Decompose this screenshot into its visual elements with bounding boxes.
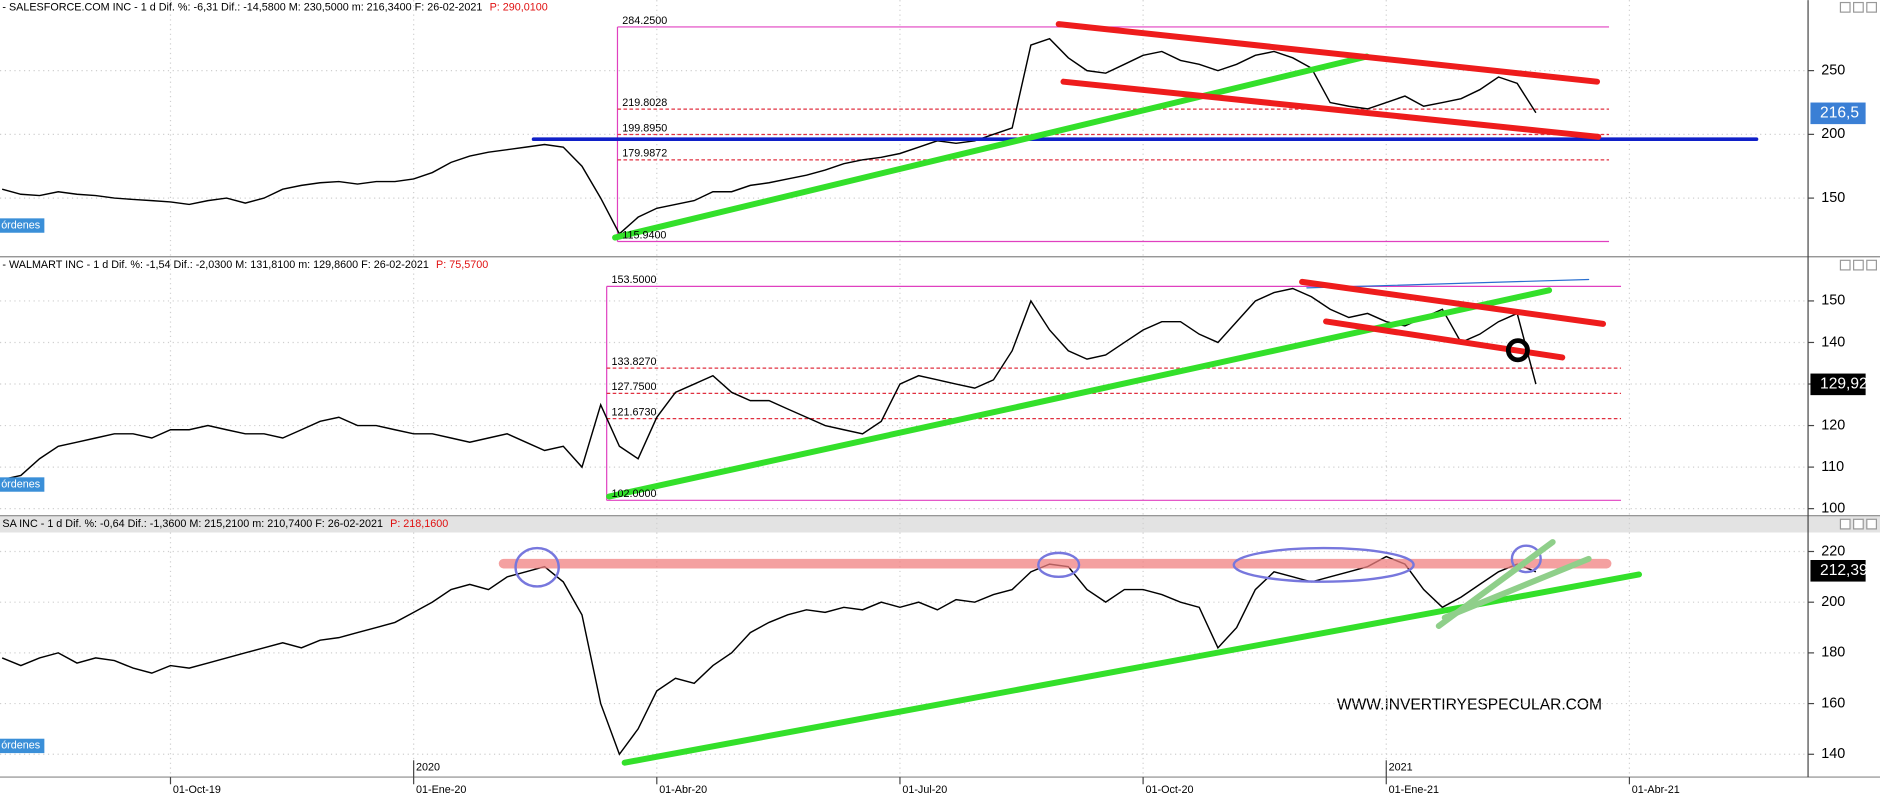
panel-header: - SALESFORCE.COM INC - 1 d Dif. %: -6,31… [2, 1, 547, 13]
level-label: 127.7500 [611, 381, 656, 393]
price-line [1, 555, 1537, 756]
y-tick-label: 220 [1821, 543, 1845, 559]
channel-line [1055, 21, 1601, 85]
x-tick-label: 01-Oct-19 [173, 784, 221, 796]
window-button [1853, 1, 1864, 13]
panel-title: - WALMART INC - 1 d Dif. %: -1,54 Dif.: … [2, 259, 428, 271]
highlight-circle [1505, 338, 1530, 363]
orders-label: órdenes [1, 219, 40, 231]
y-tick-label: 100 [1821, 500, 1845, 516]
x-year-label: 2021 [1389, 761, 1413, 773]
y-tick-label: 250 [1821, 62, 1845, 78]
orders-label: órdenes [1, 478, 40, 490]
channel-line [1060, 78, 1602, 140]
trend-lines [498, 21, 1759, 766]
panel-price: P: 75,5700 [436, 259, 488, 271]
level-label: 179.9872 [622, 148, 667, 160]
trend-line [612, 53, 1370, 241]
highlight-ellipse [1037, 551, 1081, 579]
orders-label: órdenes [1, 740, 40, 752]
orders-badge [0, 218, 45, 233]
x-tick-label: 01-Abr-20 [659, 784, 707, 796]
panel-title: SA INC - 1 d Dif. %: -0,64 Dif.: -1,3600… [2, 518, 383, 530]
orders-badge [0, 477, 45, 492]
last-price-label: 212,39 [1820, 562, 1868, 579]
y-tick-label: 160 [1821, 695, 1845, 711]
panel-price: P: 218,1600 [390, 518, 448, 530]
panel-price: P: 290,0100 [490, 1, 548, 13]
level-label: 219.8028 [622, 97, 667, 109]
y-tick-label: 200 [1821, 594, 1845, 610]
y-tick-label: 150 [1821, 190, 1845, 206]
price-line [2, 287, 1537, 481]
last-price-tag [1810, 559, 1866, 582]
channel-line [1323, 318, 1566, 361]
price-line [1, 37, 1537, 235]
orders-badge [0, 738, 45, 754]
y-tick-label: 140 [1821, 746, 1845, 762]
y-tick-label: 140 [1821, 334, 1845, 350]
last-price-tag [1810, 373, 1866, 396]
window-button [1866, 1, 1878, 13]
level-label: 284.2500 [622, 15, 667, 27]
channel-line [1299, 278, 1607, 327]
x-tick-label: 01-Ene-20 [416, 784, 466, 796]
level-label: 133.8270 [611, 356, 656, 368]
highlight-ellipse [514, 546, 560, 588]
x-tick-label: 01-Ene-21 [1389, 784, 1439, 796]
panel-header: SA INC - 1 d Dif. %: -0,64 Dif.: -1,3600… [2, 518, 448, 530]
trend-line [606, 287, 1553, 500]
window-button [1839, 518, 1851, 530]
level-label: 199.8950 [622, 122, 667, 134]
header-bar [0, 515, 1880, 533]
level-label: 153.5000 [611, 274, 656, 286]
trend-line [1441, 555, 1592, 621]
window-button [1866, 259, 1878, 271]
panel-header: - WALMART INC - 1 d Dif. %: -1,54 Dif.: … [2, 259, 488, 271]
last-price-tag [1810, 102, 1866, 125]
level-label: 102.0000 [611, 488, 656, 500]
y-tick-label: 180 [1821, 645, 1845, 661]
x-tick-label: 01-Abr-21 [1632, 784, 1680, 796]
window-button [1866, 518, 1878, 530]
watermark: WWW.INVERTIRYESPECULAR.COM [1337, 696, 1602, 713]
window-button [1839, 259, 1851, 271]
window-button [1839, 1, 1851, 13]
y-tick-label: 200 [1821, 126, 1845, 142]
level-label: 121.6730 [611, 406, 656, 418]
last-price-label: 129,92 [1820, 375, 1868, 392]
last-price-label: 216,5 [1820, 104, 1859, 121]
y-tick-label: 150 [1821, 293, 1845, 309]
level-label: 115.9400 [622, 229, 666, 241]
y-tick-label: 120 [1821, 417, 1845, 433]
window-button [1853, 518, 1864, 530]
x-tick-label: 01-Oct-20 [1146, 784, 1194, 796]
x-year-label: 2020 [416, 761, 440, 773]
x-tick-label: 01-Jul-20 [902, 784, 947, 796]
highlight-ellipse [1510, 544, 1542, 574]
window-button [1853, 259, 1864, 271]
y-tick-label: 110 [1821, 459, 1844, 475]
panel-title: - SALESFORCE.COM INC - 1 d Dif. %: -6,31… [2, 1, 482, 13]
highlight-ellipse [1232, 546, 1415, 583]
